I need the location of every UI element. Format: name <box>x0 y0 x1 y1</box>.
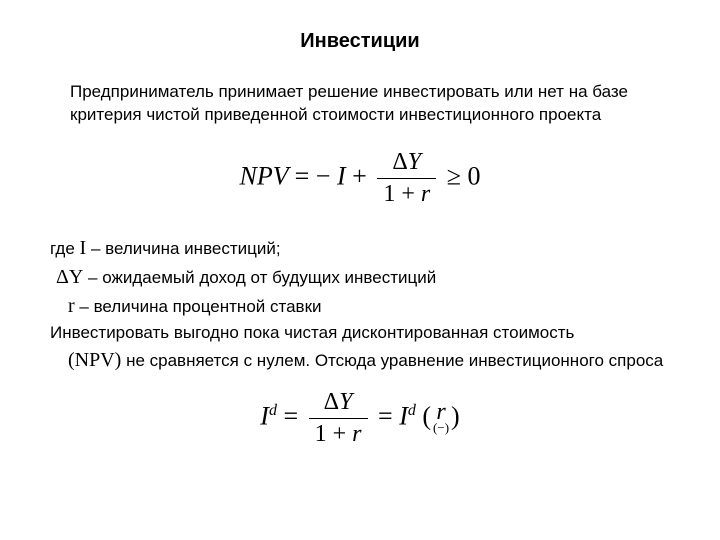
npv-paren: (NPV) <box>68 349 121 371</box>
eq-minus: = − <box>295 161 331 190</box>
plus-den-2: + <box>333 421 347 447</box>
Y-var: Y <box>408 149 421 175</box>
d-superscript-lhs: d <box>269 401 277 418</box>
npv-explain-rest: не сравняется с нулем. Отсюда уравнение … <box>121 351 663 370</box>
npv-explain-line1: Инвестировать выгодно пока чистая дискон… <box>50 321 670 346</box>
delta-symbol-def: Δ <box>56 266 69 288</box>
def-line-I: где I – величина инвестиций; <box>50 234 670 263</box>
open-paren: ( <box>422 401 431 430</box>
I-var-lhs: I <box>260 401 269 430</box>
plus-den: + <box>401 181 415 207</box>
def-line-deltaY: ΔY – ожидаемый доход от будущих инвестиц… <box>56 263 670 292</box>
Y-var-2: Y <box>339 389 352 415</box>
page-title: Инвестиции <box>50 30 670 53</box>
def-r-text: – величина процентной ставки <box>75 297 322 316</box>
delta-symbol-2: Δ <box>324 389 339 415</box>
intro-paragraph: Предприниматель принимает решение инвест… <box>70 81 670 127</box>
investment-demand-formula: Id = ΔY 1 + r = Id ( r (−) ) <box>260 389 459 448</box>
def-line-r: r – величина процентной ставки <box>68 292 670 321</box>
npv-formula: NPV = − I + ΔY 1 + r ≥ 0 <box>240 149 481 208</box>
fraction-dy-over-1r: ΔY 1 + r <box>377 149 436 208</box>
npv-lhs: NPV <box>240 161 289 190</box>
r-var-2: r <box>352 421 361 447</box>
r-arg-with-sign: r (−) <box>433 402 449 433</box>
ge-zero: ≥ 0 <box>447 161 481 190</box>
delta-symbol: Δ <box>392 149 407 175</box>
I-var-rhs: I <box>399 401 408 430</box>
Y-var-def: Y <box>69 266 83 288</box>
fraction-dy-over-1r-2: ΔY 1 + r <box>309 389 368 448</box>
close-paren: ) <box>451 401 460 430</box>
def-deltaY-text: – ожидаемый доход от будущих инвестиций <box>83 268 436 287</box>
definitions-block: где I – величина инвестиций; ΔY – ожидае… <box>50 234 670 375</box>
term-I: I <box>337 161 346 190</box>
def-prefix: где <box>50 239 80 258</box>
eq-sign-2: = <box>378 401 393 430</box>
one-literal: 1 <box>383 181 395 207</box>
minus-sub: (−) <box>433 422 449 434</box>
npv-explain-line2: (NPV) не сравняется с нулем. Отсюда урав… <box>68 346 670 375</box>
eq-sign-1: = <box>283 401 298 430</box>
npv-formula-block: NPV = − I + ΔY 1 + r ≥ 0 <box>50 149 670 208</box>
def-I-text: – величина инвестиций; <box>86 239 280 258</box>
plus-sign: + <box>352 161 367 190</box>
one-literal-2: 1 <box>315 421 327 447</box>
r-var: r <box>421 181 430 207</box>
r-var-def: r <box>68 295 75 317</box>
d-superscript-rhs: d <box>408 401 416 418</box>
investment-demand-formula-block: Id = ΔY 1 + r = Id ( r (−) ) <box>50 389 670 448</box>
